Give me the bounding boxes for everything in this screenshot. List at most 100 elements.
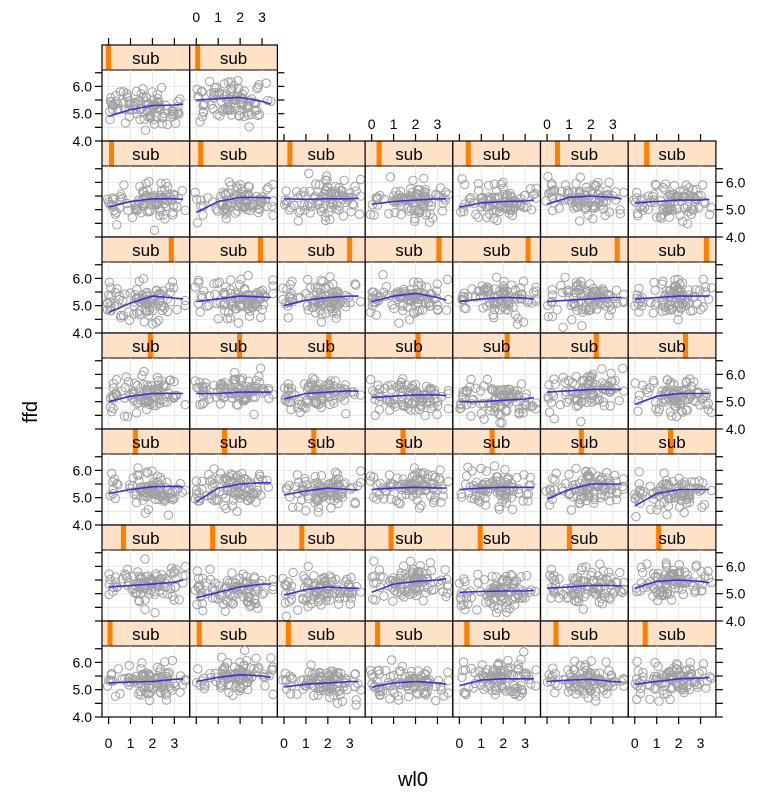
data-point [519,470,529,480]
data-point [425,558,435,568]
scatter-points [105,366,191,422]
strip-level-indicator [299,525,305,550]
data-point [413,277,424,287]
data-point [634,283,644,294]
data-point [404,315,415,325]
strip-label: sub [132,145,159,164]
data-point [497,497,508,507]
data-point [240,645,250,656]
panel-strip [365,333,453,358]
data-point [158,113,168,123]
data-point [372,200,383,210]
y-tick-label: 6.0 [73,270,93,286]
data-point [479,575,489,585]
strip-level-indicator [644,141,650,166]
data-point [421,191,431,201]
data-point [595,583,605,593]
smooth-line [195,481,271,503]
data-point [571,371,581,382]
data-point [112,284,122,294]
data-point [472,605,482,615]
data-point [680,578,690,588]
strip-level-indicator [347,237,353,262]
data-point [385,694,395,704]
strip-level-indicator [682,333,688,358]
data-point [611,494,622,505]
data-point [556,280,566,291]
data-point [268,275,278,285]
data-point [686,477,696,487]
data-point [706,283,717,293]
data-point [122,411,133,422]
data-point [341,408,351,419]
data-point [144,689,154,699]
data-point [666,305,677,315]
data-point [690,587,700,597]
data-point [190,376,200,386]
data-point [577,562,587,573]
data-point [204,300,214,310]
data-point [341,577,351,587]
panel-strip [189,525,278,550]
data-point [500,390,510,400]
data-point [466,193,476,203]
data-point [168,106,179,117]
data-point [401,380,411,390]
data-point [299,200,309,210]
data-point [413,568,423,578]
panel-strip [102,621,190,646]
data-point [159,380,169,391]
data-point [124,660,134,671]
y-tick-label: 5.0 [73,682,93,698]
data-point [231,294,241,304]
data-point [156,688,166,698]
strip-label: sub [571,241,598,260]
data-point [619,484,629,494]
data-point [133,567,143,577]
data-point [571,463,581,473]
panel-r3-c6: sub [539,236,629,334]
data-point [415,468,426,478]
data-point [259,588,269,598]
data-point [120,118,131,128]
panel-r1-c2: sub [189,44,278,142]
data-point [660,201,670,211]
data-point [170,486,181,497]
data-point [570,480,581,490]
strip-label: sub [571,433,598,452]
data-point [618,363,628,374]
data-point [320,175,331,185]
data-point [255,194,265,204]
data-point [155,206,165,216]
data-point [331,307,341,317]
data-point [156,178,166,189]
data-point [652,573,663,583]
data-point [192,84,202,95]
data-point [209,464,219,474]
data-point [242,199,252,209]
data-point [486,598,496,608]
data-point [244,100,254,111]
data-point [152,471,163,481]
data-point [134,595,144,606]
data-point [113,664,124,674]
data-point [156,301,167,311]
data-point [491,608,502,618]
data-point [253,664,263,674]
data-point [298,571,309,581]
scatter-points [365,655,454,706]
data-point [241,655,252,666]
data-point [388,596,398,606]
data-point [204,394,215,404]
panel-r7-c1: sub [101,620,191,718]
data-point [394,318,404,328]
smooth-line [371,198,447,205]
data-point [172,202,182,212]
strip-label: sub [658,241,685,260]
data-point [659,590,669,600]
data-point [220,103,231,113]
data-point [665,407,675,417]
data-point [507,594,518,605]
data-point [138,581,148,591]
